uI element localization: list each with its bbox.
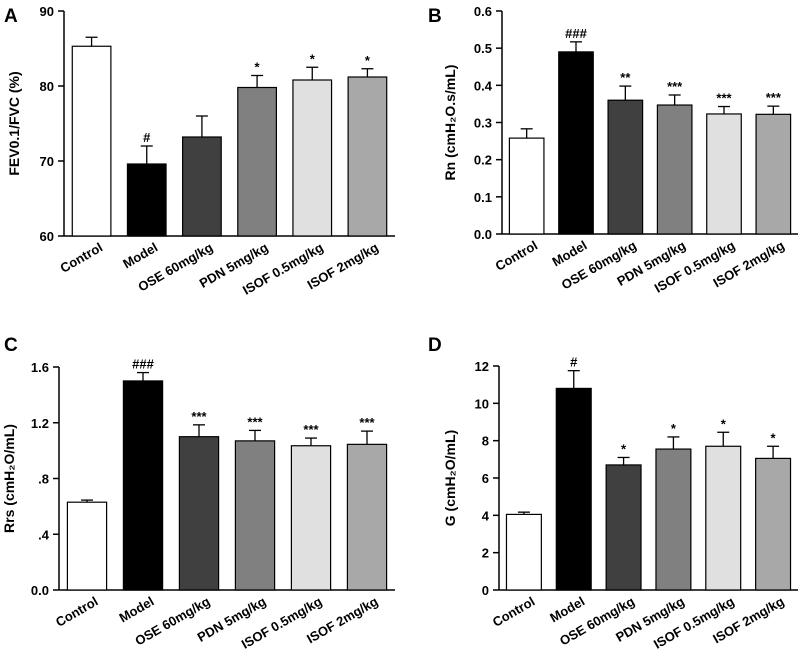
y-tick-label: 0.0	[31, 583, 49, 598]
y-tick-label: 0.6	[474, 4, 492, 19]
y-tick-label: 0.2	[474, 153, 492, 168]
bar	[290, 445, 332, 591]
y-tick-label: 12	[475, 359, 489, 374]
x-category-label: Model	[116, 594, 156, 626]
significance-marker: ***	[247, 414, 263, 429]
y-tick-label: 4	[482, 508, 490, 523]
panel-letter: B	[428, 6, 442, 27]
significance-marker: *	[721, 416, 727, 431]
y-axis-label: FEV0.1/FVC (%)	[6, 71, 22, 175]
panel-letter: C	[4, 335, 18, 356]
significance-marker: ###	[132, 357, 154, 372]
y-axis-label: Rn (cmH₂O.s/mL)	[442, 65, 458, 181]
y-axis-label: Rrs (cmH₂O/mL)	[1, 424, 17, 533]
bar	[555, 387, 592, 591]
bar	[705, 445, 742, 591]
y-tick-label: 0.3	[474, 116, 492, 131]
significance-marker: ***	[667, 79, 683, 94]
significance-marker: #	[143, 130, 151, 145]
y-tick-label: 70	[40, 154, 54, 169]
bar	[508, 137, 545, 235]
y-tick-label: 2	[482, 546, 489, 561]
x-category-label: Model	[120, 240, 160, 272]
y-tick-label: 0.0	[474, 227, 492, 242]
x-category-label: Control	[490, 594, 538, 630]
y-tick-label: 0.1	[474, 190, 492, 205]
y-axis-label: G (cmH₂O/mL)	[442, 430, 458, 526]
significance-marker: *	[365, 53, 371, 68]
y-tick-label: 0.5	[474, 41, 492, 56]
x-category-label: Control	[493, 238, 541, 274]
panel-letter: A	[4, 6, 18, 27]
bar	[605, 464, 642, 591]
significance-marker: ***	[359, 415, 375, 430]
y-tick-label: 8	[482, 434, 489, 449]
significance-marker: ***	[716, 91, 732, 106]
bar	[237, 86, 277, 237]
y-tick-label: 80	[40, 79, 54, 94]
chart-panel-d: DG (cmH₂O/mL)024681012Control#Model*OSE …	[428, 335, 798, 652]
y-tick-label: 1.2	[31, 416, 49, 431]
bar	[182, 136, 222, 237]
significance-marker: *	[310, 51, 316, 66]
x-category-label: Control	[58, 240, 106, 276]
y-tick-label: 0.4	[474, 78, 493, 93]
bar	[755, 457, 792, 591]
chart-panel-b: B Rn (cmH₂O.s/mL) 0.0 0.1 0.2 0.3 0.4 0.5 0.6 Con…	[428, 4, 798, 296]
y-tick-label: 60	[40, 229, 54, 244]
significance-marker: *	[771, 430, 777, 445]
bar	[755, 113, 792, 235]
x-category-label: Control	[53, 594, 101, 630]
significance-marker: **	[620, 70, 631, 85]
bar	[347, 76, 388, 237]
bar	[126, 163, 167, 237]
y-tick-label: .4	[38, 527, 50, 542]
y-tick-label: .8	[38, 472, 49, 487]
y-tick-label: 6	[482, 471, 489, 486]
significance-marker: ***	[303, 422, 319, 437]
y-tick-label: 0	[482, 583, 489, 598]
bar	[607, 99, 644, 235]
significance-marker: ###	[565, 26, 587, 41]
significance-marker: *	[671, 421, 677, 436]
bar	[178, 436, 220, 591]
y-tick-label: 10	[475, 396, 489, 411]
bar	[656, 104, 693, 235]
significance-marker: ***	[766, 90, 782, 105]
bar	[655, 448, 692, 591]
bar	[558, 51, 594, 235]
panel-letter: D	[428, 335, 442, 356]
bar	[292, 79, 333, 237]
bar	[346, 443, 388, 591]
significance-marker: *	[621, 441, 627, 456]
y-tick-label: 1.6	[31, 360, 49, 375]
significance-marker: #	[570, 355, 578, 370]
bar	[234, 440, 276, 591]
bar	[122, 380, 164, 591]
significance-marker: ***	[191, 409, 207, 424]
bar	[66, 501, 108, 591]
bar	[71, 45, 112, 237]
bar	[505, 513, 542, 591]
significance-marker: *	[255, 60, 261, 75]
y-tick-label: 90	[40, 4, 54, 19]
chart-panel-c: C Rrs (cmH₂O/mL) 0.0 .4 .8 1.2 1.6 Control ### Mo…	[1, 335, 395, 652]
bar	[706, 113, 742, 235]
